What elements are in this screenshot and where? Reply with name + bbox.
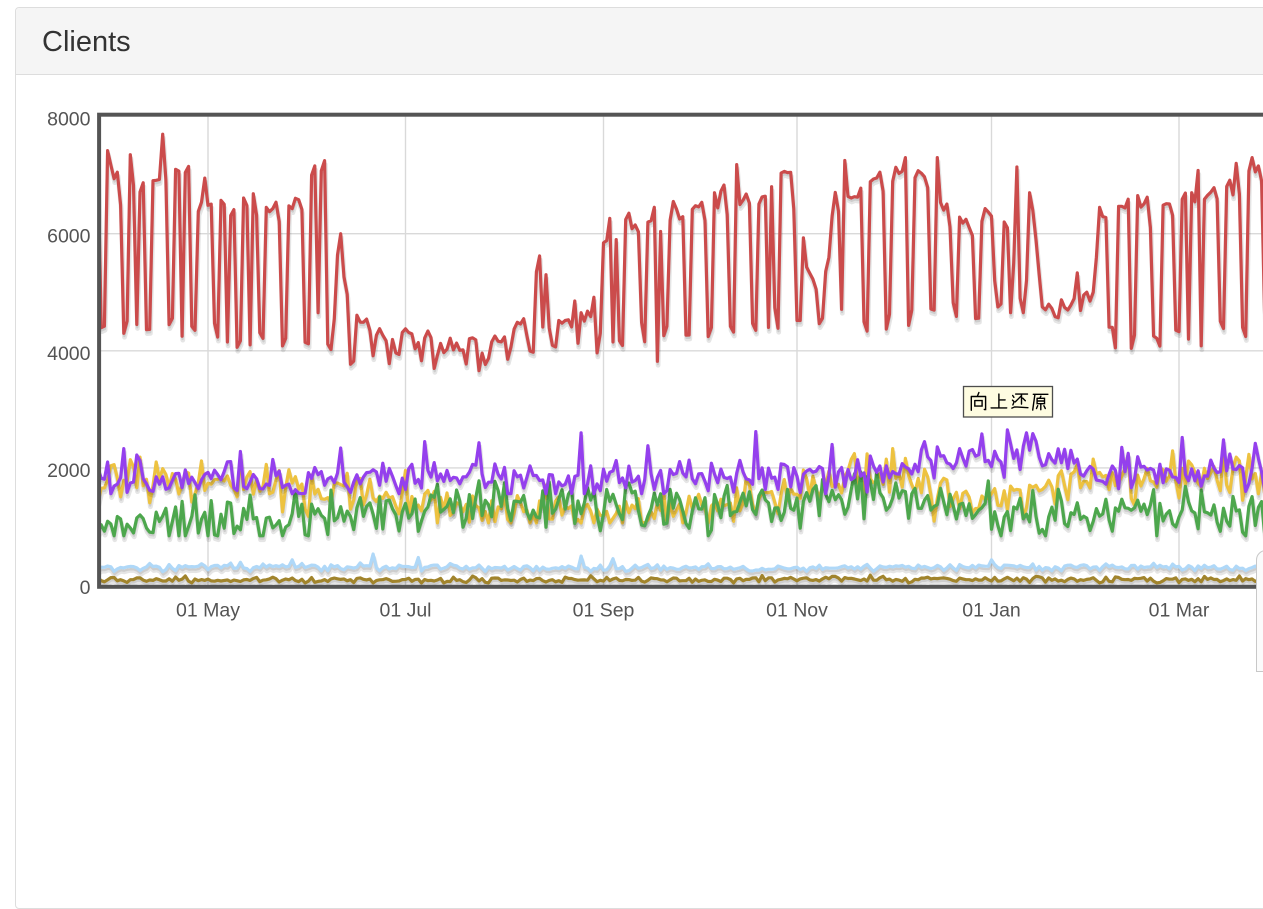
svg-text:01 Mar: 01 Mar xyxy=(1149,600,1210,622)
svg-text:01 Nov: 01 Nov xyxy=(766,600,828,622)
svg-text:01 Jul: 01 Jul xyxy=(379,600,431,622)
svg-text:01 Jan: 01 Jan xyxy=(962,600,1021,622)
svg-text:0: 0 xyxy=(80,577,91,599)
svg-text:2000: 2000 xyxy=(47,460,91,482)
svg-text:6000: 6000 xyxy=(47,226,91,248)
svg-text:01 Sep: 01 Sep xyxy=(573,600,635,622)
svg-text:4000: 4000 xyxy=(47,343,91,365)
svg-text:01 May: 01 May xyxy=(176,600,240,622)
svg-text:8000: 8000 xyxy=(47,109,91,131)
